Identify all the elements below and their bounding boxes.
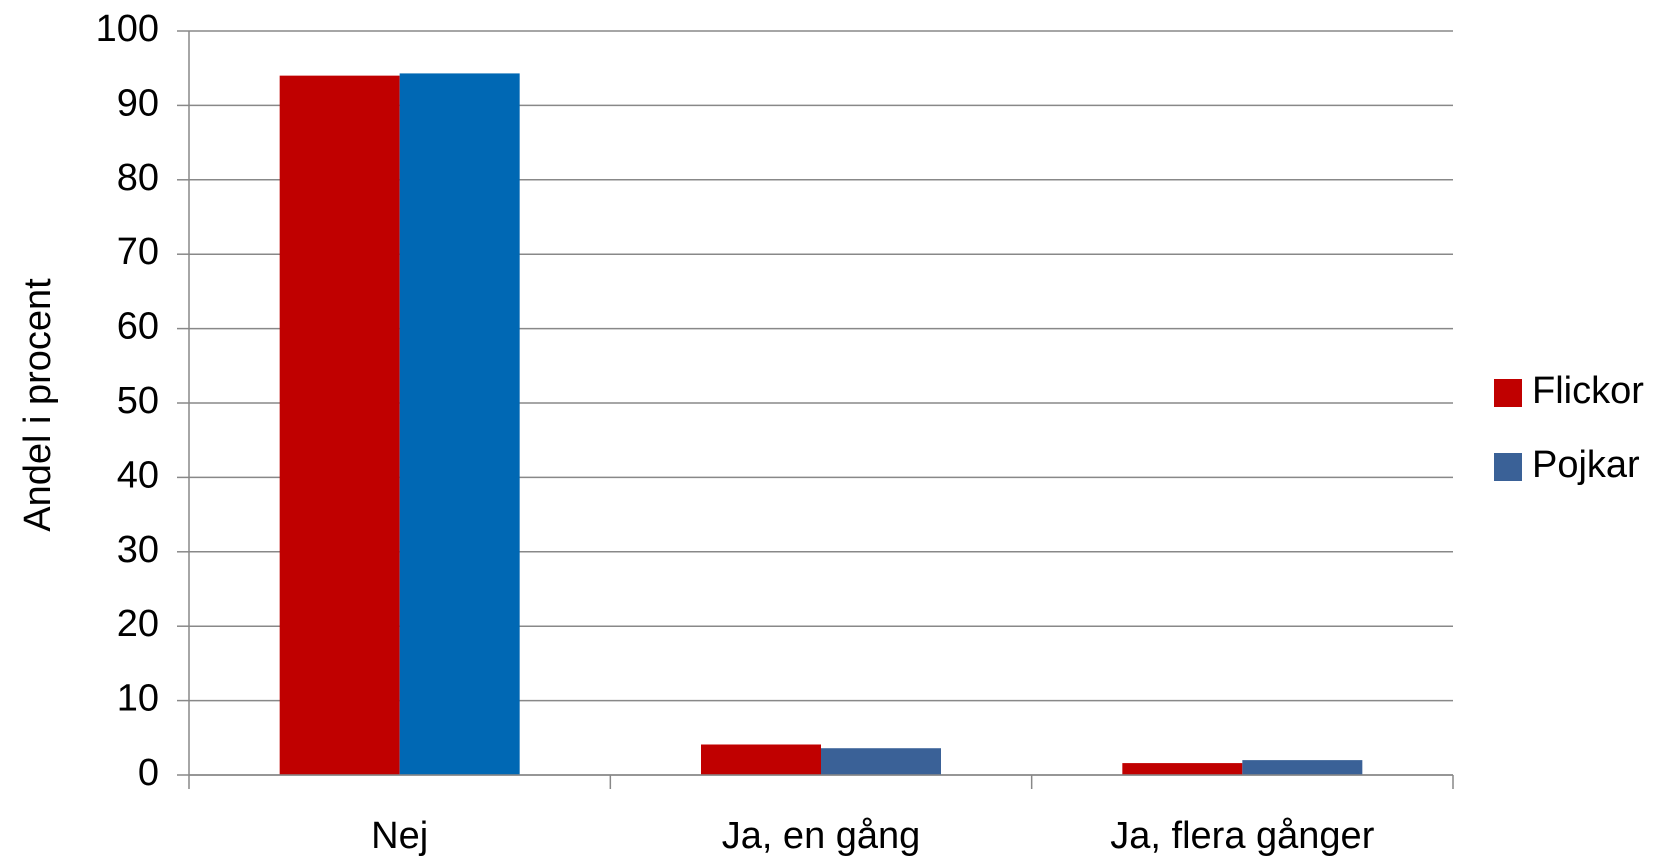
- y-tick-label: 60: [117, 306, 159, 348]
- y-tick-label: 90: [117, 82, 159, 124]
- y-tick-label: 70: [117, 231, 159, 273]
- y-tick-label: 30: [117, 529, 159, 571]
- bar: [821, 748, 941, 775]
- bar: [399, 73, 520, 775]
- legend-swatch: [1494, 379, 1522, 407]
- x-tick-label: Ja, en gång: [722, 815, 921, 857]
- y-tick-label: 0: [138, 752, 159, 794]
- bar: [701, 744, 821, 775]
- x-tick-label: Nej: [371, 815, 428, 857]
- y-axis-label: Andel i procent: [17, 278, 59, 532]
- y-tick-label: 20: [117, 603, 159, 645]
- y-tick-label: 10: [117, 678, 159, 720]
- legend-label: Pojkar: [1532, 444, 1640, 486]
- legend-label: Flickor: [1532, 370, 1644, 412]
- bar: [1122, 763, 1243, 775]
- bar: [279, 75, 400, 775]
- y-tick-label: 50: [117, 380, 159, 422]
- bar: [1242, 760, 1363, 775]
- y-tick-label: 100: [96, 8, 159, 50]
- legend-swatch: [1494, 453, 1522, 481]
- y-tick-label: 40: [117, 454, 159, 496]
- x-tick-label: Ja, flera gånger: [1110, 815, 1374, 857]
- y-tick-label: 80: [117, 157, 159, 199]
